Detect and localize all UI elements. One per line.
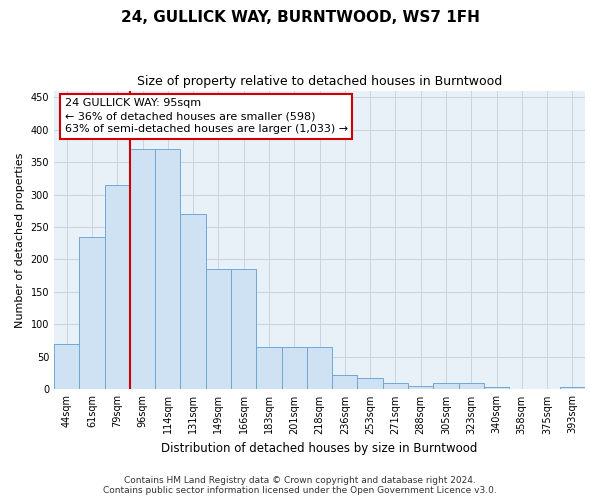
Text: 24, GULLICK WAY, BURNTWOOD, WS7 1FH: 24, GULLICK WAY, BURNTWOOD, WS7 1FH	[121, 10, 479, 25]
Bar	[256, 347, 281, 390]
Bar	[54, 344, 79, 390]
Bar	[408, 386, 433, 390]
Bar	[79, 236, 104, 390]
Bar	[307, 347, 332, 390]
Bar	[332, 375, 358, 390]
Bar	[560, 387, 585, 390]
Bar	[181, 214, 206, 390]
Bar	[484, 387, 509, 390]
Bar	[206, 269, 231, 390]
Bar	[130, 149, 155, 390]
Bar	[281, 347, 307, 390]
Bar	[104, 185, 130, 390]
Text: 24 GULLICK WAY: 95sqm
← 36% of detached houses are smaller (598)
63% of semi-det: 24 GULLICK WAY: 95sqm ← 36% of detached …	[65, 98, 348, 134]
Bar	[383, 383, 408, 390]
Bar	[458, 383, 484, 390]
X-axis label: Distribution of detached houses by size in Burntwood: Distribution of detached houses by size …	[161, 442, 478, 455]
Title: Size of property relative to detached houses in Burntwood: Size of property relative to detached ho…	[137, 75, 502, 88]
Bar	[433, 383, 458, 390]
Bar	[358, 378, 383, 390]
Bar	[155, 149, 181, 390]
Text: Contains HM Land Registry data © Crown copyright and database right 2024.
Contai: Contains HM Land Registry data © Crown c…	[103, 476, 497, 495]
Bar	[231, 269, 256, 390]
Y-axis label: Number of detached properties: Number of detached properties	[15, 152, 25, 328]
